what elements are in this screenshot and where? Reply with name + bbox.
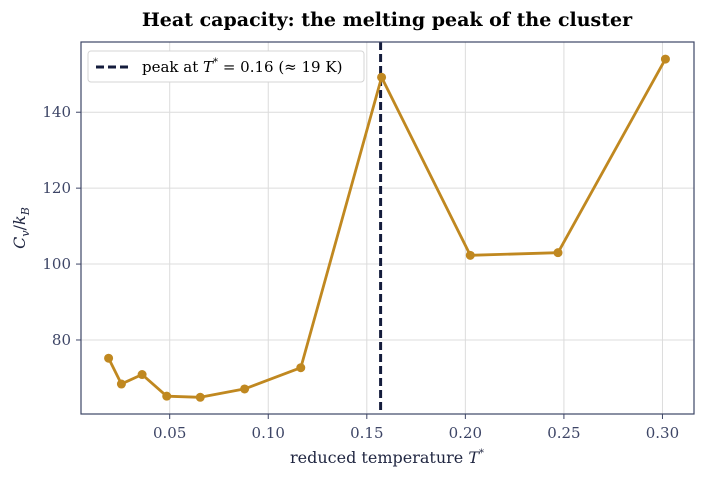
data-point bbox=[377, 72, 387, 82]
legend-box bbox=[87, 50, 365, 83]
data-point bbox=[465, 250, 475, 260]
y-tick-label: 140 bbox=[42, 103, 71, 121]
x-tick-label: 0.20 bbox=[449, 424, 482, 442]
y-tick-label: 80 bbox=[52, 331, 71, 349]
x-axis-label-superscript: * bbox=[479, 448, 484, 459]
x-tick-label: 0.15 bbox=[350, 424, 383, 442]
y-ticks: 80 100 120 140 bbox=[42, 103, 81, 349]
x-axis-label: reduced temperature T* bbox=[290, 448, 484, 467]
data-point bbox=[660, 54, 670, 64]
data-point bbox=[137, 370, 147, 380]
x-axis-label-main: reduced temperature bbox=[290, 448, 468, 467]
legend-label: peak at T* = 0.16 (≈ 19 K) bbox=[142, 57, 342, 76]
x-tick-label: 0.10 bbox=[252, 424, 285, 442]
data-point bbox=[553, 248, 563, 258]
y-tick-label: 120 bbox=[42, 179, 71, 197]
plot-frame bbox=[80, 41, 695, 415]
data-point bbox=[116, 379, 126, 389]
data-point bbox=[195, 392, 205, 402]
x-axis-label-symbol: T bbox=[468, 448, 480, 467]
chart-title: Heat capacity: the melting peak of the c… bbox=[142, 9, 633, 31]
series-line bbox=[107, 58, 667, 399]
x-tick-label: 0.25 bbox=[547, 424, 580, 442]
y-axis-label: Cv/kB bbox=[10, 207, 32, 249]
x-tick-label: 0.05 bbox=[153, 424, 186, 442]
data-point bbox=[240, 384, 250, 394]
series-layer bbox=[104, 54, 670, 402]
x-ticks: 0.05 0.10 0.15 0.20 0.25 0.30 bbox=[153, 414, 679, 442]
x-tick-label: 0.30 bbox=[646, 424, 679, 442]
data-point bbox=[296, 363, 306, 373]
grid bbox=[81, 42, 694, 414]
data-point bbox=[104, 353, 114, 363]
legend: peak at T* = 0.16 (≈ 19 K) bbox=[87, 50, 365, 83]
data-point bbox=[162, 391, 172, 401]
y-tick-label: 100 bbox=[42, 255, 71, 273]
